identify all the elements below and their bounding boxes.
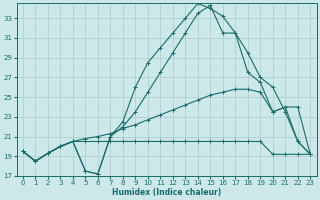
X-axis label: Humidex (Indice chaleur): Humidex (Indice chaleur)	[112, 188, 221, 197]
